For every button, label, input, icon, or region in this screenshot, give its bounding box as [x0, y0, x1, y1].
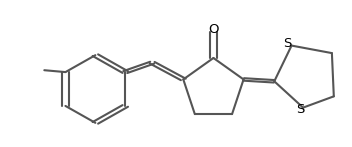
Text: S: S — [283, 37, 292, 50]
Text: S: S — [296, 103, 304, 116]
Text: O: O — [208, 23, 219, 36]
